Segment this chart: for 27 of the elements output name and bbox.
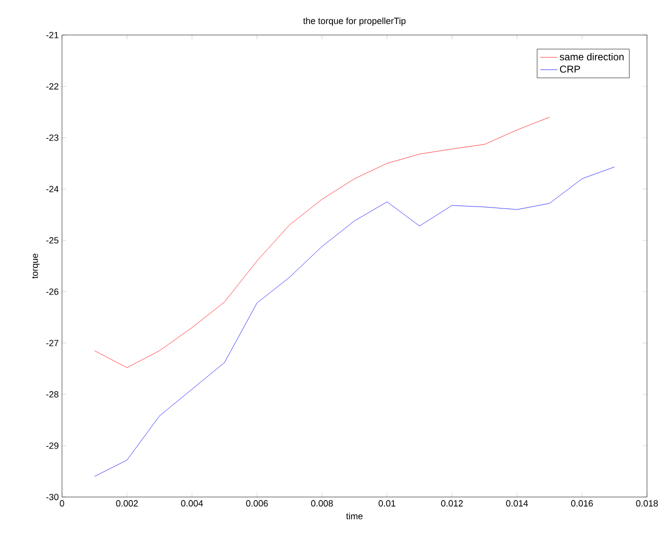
- line-series: [94, 116, 550, 368]
- x-tick-label: 0.004: [181, 500, 203, 507]
- y-tick-label: -21: [46, 32, 58, 38]
- y-tick-label: -30: [46, 494, 58, 500]
- y-tick-label: -27: [46, 340, 58, 346]
- y-tick-label: -25: [46, 237, 58, 244]
- chart-title: the torque for propellerTip: [303, 17, 406, 26]
- x-tick-label: 0.002: [116, 500, 138, 507]
- x-tick-label: 0.008: [311, 500, 333, 507]
- x-tick-label: 0.014: [506, 500, 528, 507]
- x-tick-label: 0.01: [378, 500, 396, 507]
- y-axis-title: torque: [32, 254, 40, 279]
- x-tick-label: 0.006: [246, 500, 268, 507]
- y-tick-label: -24: [46, 186, 59, 192]
- x-tick-label: 0: [60, 500, 64, 507]
- legend-label: same direction: [560, 53, 624, 60]
- x-tick-label: 0.016: [571, 500, 593, 507]
- x-axis-title: time: [346, 512, 363, 520]
- y-tick-label: -26: [46, 288, 58, 295]
- y-tick-label: -28: [46, 391, 58, 398]
- y-tick-label: -22: [46, 83, 58, 90]
- line-series: [94, 166, 615, 477]
- y-tick-label: -23: [46, 134, 58, 141]
- y-tick-label: -29: [46, 442, 58, 449]
- x-tick-label: 0.012: [441, 500, 463, 507]
- x-tick-label: 0.018: [636, 500, 658, 507]
- legend-label: CRP: [560, 66, 580, 73]
